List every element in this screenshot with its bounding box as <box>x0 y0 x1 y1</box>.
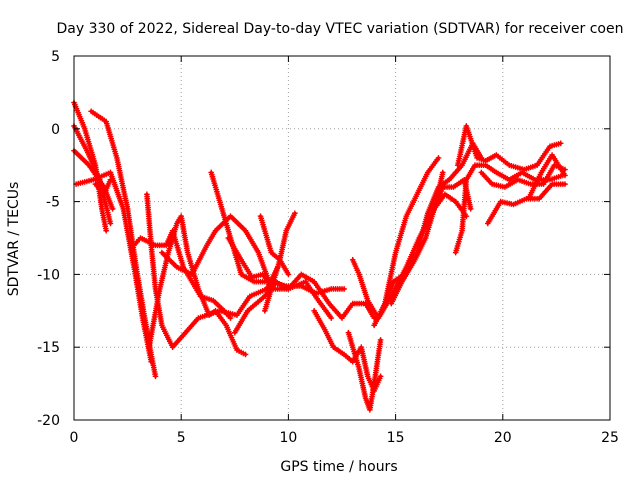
data-point <box>562 181 568 187</box>
data-point <box>285 271 292 278</box>
series-track-26 <box>431 176 474 212</box>
chart-title: Day 330 of 2022, Sidereal Day-to-day VTE… <box>57 21 624 37</box>
tick-labels: 0 5 10 15 20 25 -20 -15 -10 -5 0 5 <box>37 49 619 446</box>
x-axis-label: GPS time / hours <box>280 459 397 475</box>
grid <box>74 56 610 420</box>
data-point <box>377 373 384 380</box>
data-point <box>377 337 384 343</box>
plot-border <box>73 55 611 421</box>
x-tick-label: 25 <box>601 430 619 446</box>
data-point <box>107 220 114 227</box>
y-axis-label: SDTVAR / TECUs <box>6 182 22 297</box>
y-tick-label: -5 <box>46 195 60 211</box>
y-tick-label: -15 <box>37 340 60 356</box>
data-point <box>242 351 249 358</box>
data-point <box>109 206 116 212</box>
y-tick-label: 0 <box>51 122 60 138</box>
data-point <box>107 176 114 183</box>
data-point <box>439 169 446 176</box>
data-layer <box>71 99 568 413</box>
data-point <box>557 140 564 147</box>
data-point <box>148 358 154 365</box>
series-track-15 <box>257 213 292 278</box>
data-point <box>103 227 109 234</box>
series-track-17 <box>345 329 384 413</box>
data-point <box>227 315 234 321</box>
series-track-9 <box>131 227 234 321</box>
data-point <box>467 206 474 212</box>
data-point <box>562 172 568 179</box>
series-track-6 <box>92 176 114 198</box>
data-point <box>341 286 347 292</box>
x-tick-label: 10 <box>279 430 297 446</box>
plot-frame <box>73 55 611 421</box>
series-track-7 <box>144 191 281 350</box>
series-track-10 <box>159 213 272 285</box>
series-track-27 <box>525 152 568 202</box>
y-tick-label: -20 <box>37 413 60 429</box>
data-point <box>152 373 159 380</box>
x-tick-label: 20 <box>494 430 512 446</box>
series-track-5 <box>73 169 154 365</box>
y-tick-label: 5 <box>51 49 60 65</box>
x-tick-label: 0 <box>70 430 79 446</box>
y-tick-label: -10 <box>37 267 60 283</box>
series-track-3 <box>71 147 116 212</box>
data-point <box>328 315 335 321</box>
series-track-23 <box>454 123 564 173</box>
data-point <box>435 155 442 161</box>
x-tick-label: 15 <box>387 430 405 446</box>
x-tick-label: 5 <box>177 430 186 446</box>
data-point <box>292 210 298 217</box>
